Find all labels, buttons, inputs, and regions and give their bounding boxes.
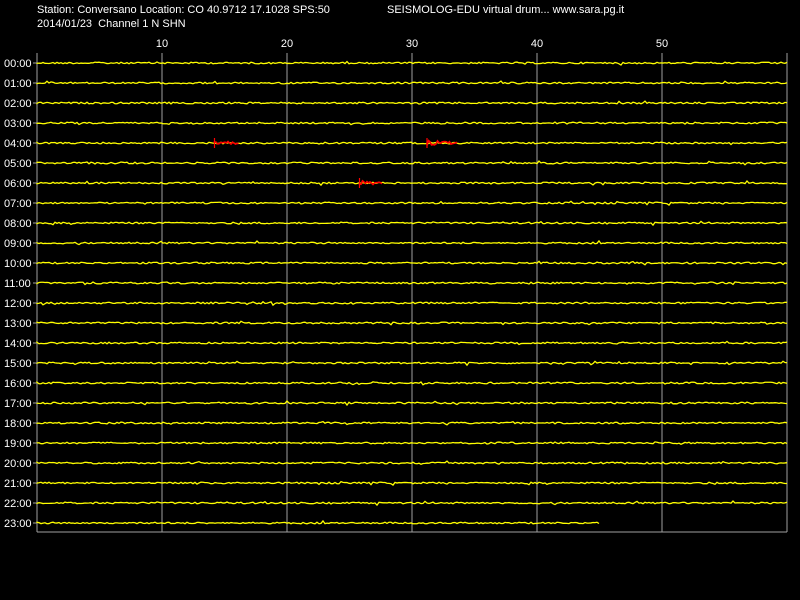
trace-1100 [36,281,788,286]
event-trace-1 [213,140,239,146]
trace-0700 [36,200,788,206]
trace-0500 [36,160,788,166]
row-label-2000: 20:00 [4,458,32,470]
row-label-2300: 23:00 [4,518,32,530]
row-label-0300: 03:00 [4,118,32,130]
x-tick-label-50: 50 [656,38,668,50]
trace-2200 [36,500,788,507]
row-label-1800: 18:00 [4,418,32,430]
event-trace-2 [426,139,458,146]
trace-1700 [36,400,788,407]
trace-2300 [36,519,600,525]
row-label-1500: 15:00 [4,358,32,370]
trace-0200 [36,100,788,105]
trace-0300 [36,121,788,126]
row-label-1300: 13:00 [4,318,32,330]
trace-1600 [36,380,788,386]
row-label-0900: 09:00 [4,238,32,250]
trace-2000 [36,460,788,465]
row-label-0400: 04:00 [4,138,32,150]
trace-1400 [36,340,788,346]
trace-0600 [36,179,788,187]
row-label-0600: 06:00 [4,178,32,190]
trace-2100 [36,480,787,486]
row-label-2100: 21:00 [4,478,32,490]
row-label-1100: 11:00 [4,278,31,290]
row-label-0800: 08:00 [4,218,32,230]
x-tick-label-30: 30 [406,38,418,50]
trace-0900 [36,239,788,246]
row-label-1400: 14:00 [4,338,32,350]
trace-1300 [36,320,788,326]
trace-0400 [36,141,788,146]
row-label-0200: 02:00 [4,98,32,110]
row-label-1200: 12:00 [4,298,32,310]
date-channel: 2014/01/23 Channel 1 N SHN [37,18,186,30]
trace-0800 [36,220,788,227]
trace-1200 [36,300,788,307]
row-label-1000: 10:00 [4,258,32,270]
x-tick-label-20: 20 [281,38,293,50]
drum-title: SEISMOLOG-EDU virtual drum... www.sara.p… [387,4,625,16]
row-label-0000: 00:00 [4,58,32,70]
event-trace-3 [358,179,383,186]
row-label-1700: 17:00 [4,398,32,410]
x-tick-label-40: 40 [531,38,543,50]
x-tick-label-10: 10 [156,38,168,50]
row-label-0700: 07:00 [4,198,32,210]
station-info: Station: Conversano Location: CO 40.9712… [37,4,330,16]
trace-0100 [36,80,788,85]
trace-1500 [36,360,788,367]
trace-1900 [36,441,788,445]
trace-1800 [36,420,788,426]
row-label-0500: 05:00 [4,158,32,170]
trace-1000 [36,260,788,266]
row-label-1600: 16:00 [4,378,32,390]
trace-0000 [36,60,788,66]
row-label-1900: 19:00 [4,438,32,450]
row-label-2200: 22:00 [4,498,32,510]
row-label-0100: 01:00 [4,78,32,90]
